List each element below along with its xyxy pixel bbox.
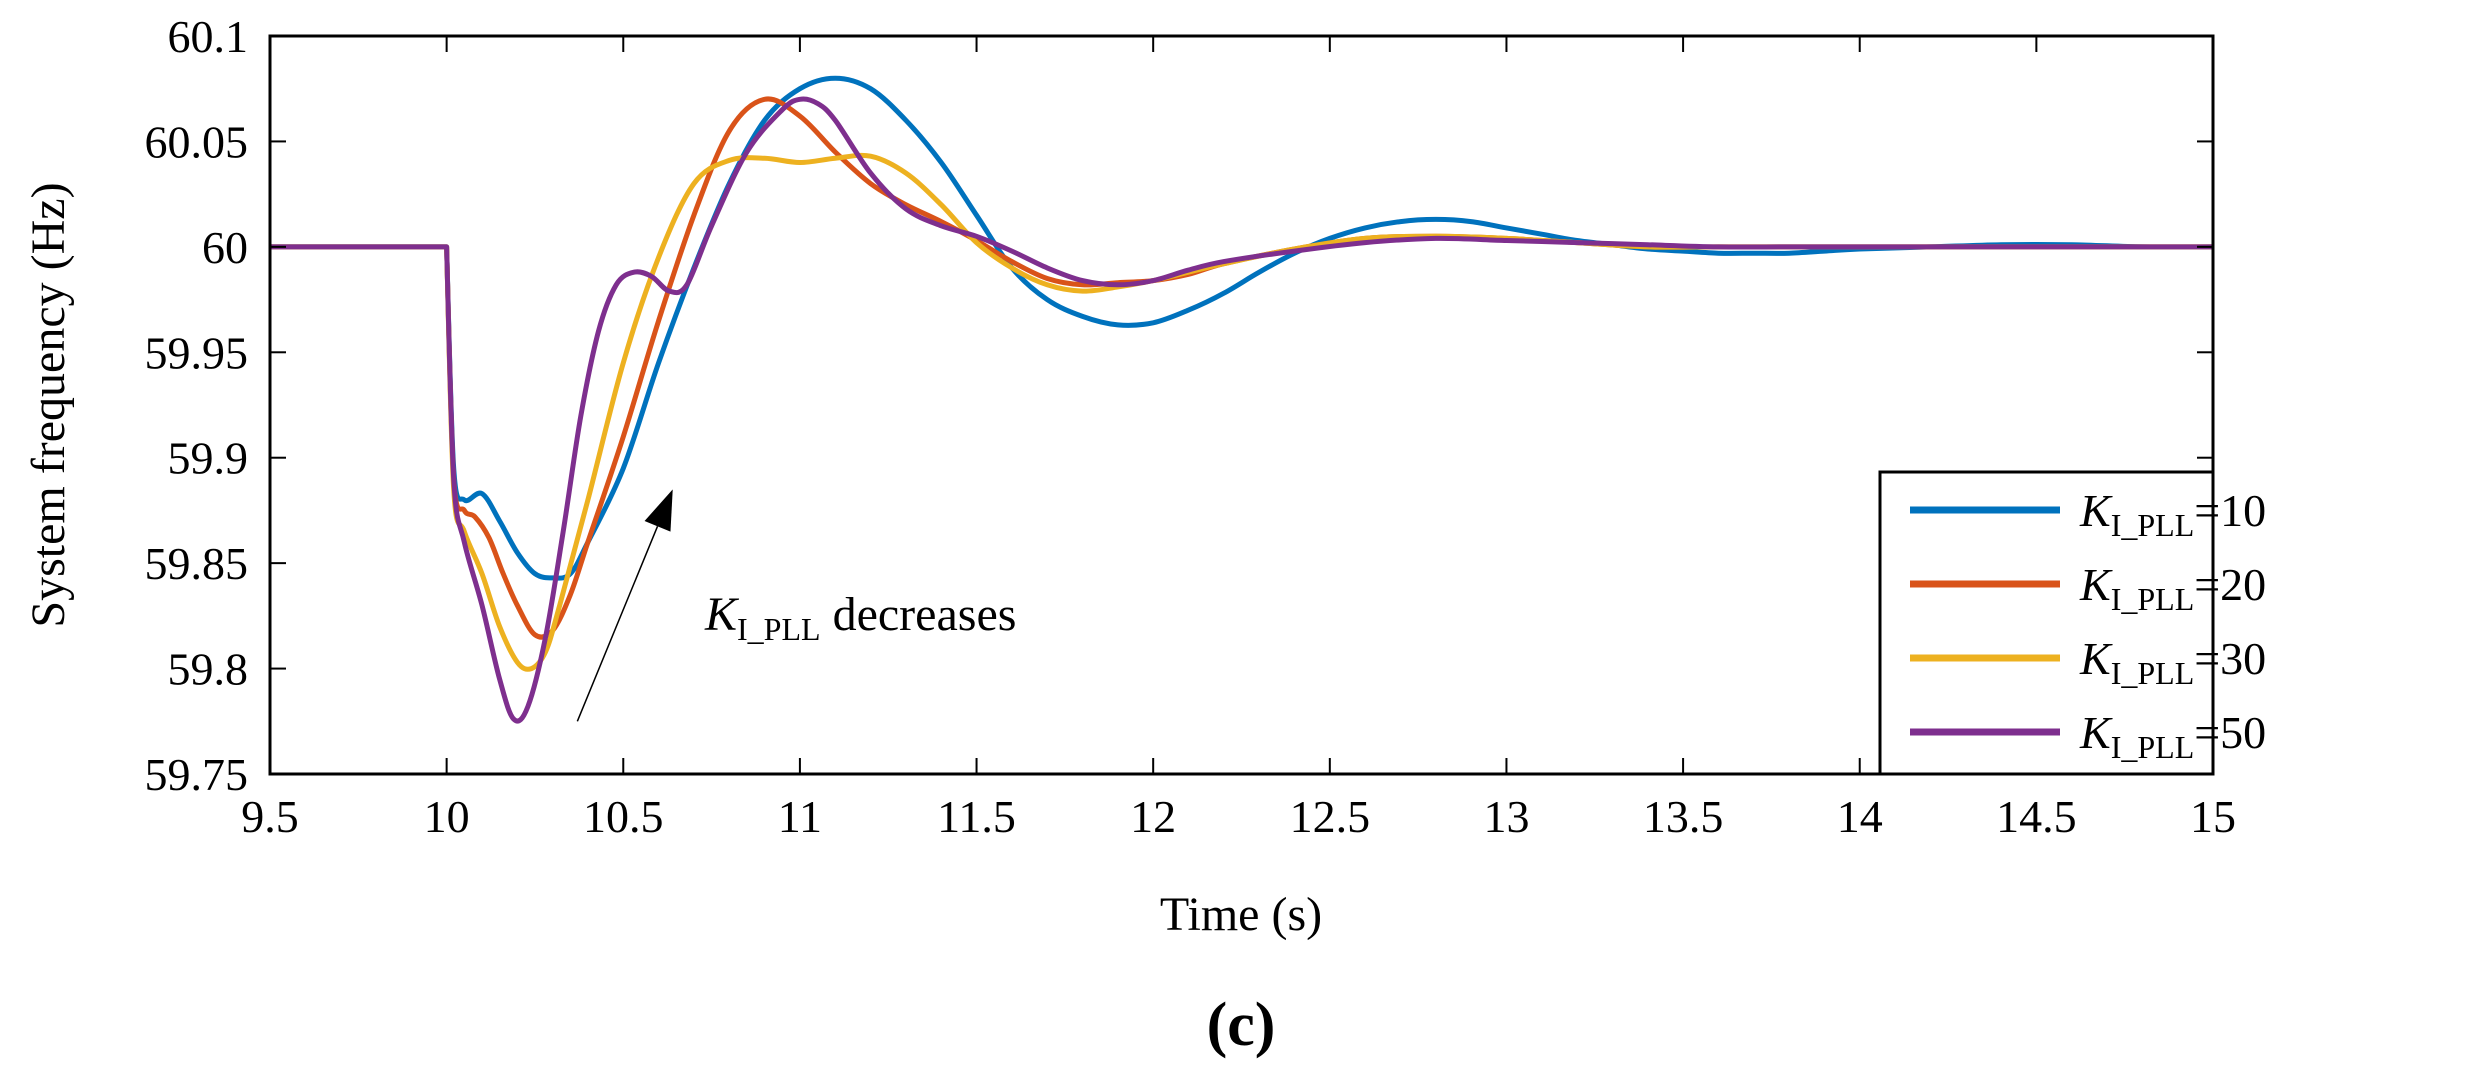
- x-tick-label: 9.5: [241, 791, 299, 842]
- x-tick-label: 14.5: [1996, 791, 2077, 842]
- legend-label-2: KI_PLL=20: [2079, 559, 2266, 617]
- legend-k: K: [2079, 633, 2113, 684]
- legend-label-3: KI_PLL=30: [2079, 633, 2266, 691]
- legend-sub: I_PLL: [2111, 729, 2195, 765]
- y-tick-label: 59.8: [168, 644, 249, 695]
- y-tick-label: 60.1: [168, 11, 249, 62]
- x-tick-label: 15: [2190, 791, 2236, 842]
- legend-tail: =10: [2194, 485, 2266, 536]
- x-tick-label: 13.5: [1643, 791, 1724, 842]
- legend-box: [1878, 470, 2215, 776]
- y-axis-title: System frequency (Hz): [22, 182, 75, 627]
- y-tick-label: 60: [202, 222, 248, 273]
- annotation-arrow-line: [576, 526, 659, 722]
- legend-sub: I_PLL: [2111, 581, 2195, 617]
- x-tick-label: 13: [1483, 791, 1529, 842]
- x-tick-label: 11.5: [937, 791, 1016, 842]
- y-tick-label: 60.05: [145, 116, 249, 167]
- y-tick-label: 59.85: [145, 538, 249, 589]
- x-tick-label: 10.5: [583, 791, 664, 842]
- legend-tail: =50: [2194, 707, 2266, 758]
- legend-tail: =20: [2194, 559, 2266, 610]
- legend-tail: =30: [2194, 633, 2266, 684]
- series-layer: [270, 75, 2213, 724]
- y-tick-label: 59.9: [168, 433, 249, 484]
- legend-k: K: [2079, 559, 2113, 610]
- x-tick-label: 14: [1837, 791, 1883, 842]
- x-tick-label: 12.5: [1290, 791, 1371, 842]
- annotation-decreases: KI_PLL decreases: [576, 489, 1016, 722]
- annotation-tail: decreases: [821, 588, 1017, 641]
- legend-label-1: KI_PLL=10: [2079, 485, 2266, 543]
- plot-frame: [268, 34, 2215, 776]
- y-tick-label: 59.95: [145, 327, 249, 378]
- panel-label: (c): [1207, 991, 1276, 1059]
- annotation-k: K: [704, 588, 740, 641]
- x-tick-label: 10: [424, 791, 470, 842]
- x-axis-ticks: 9.5 10 10.5 11 11.5 12 12.5 13 13.5 14 14.5 15: [241, 36, 2236, 842]
- y-tick-label: 59.75: [145, 749, 249, 800]
- x-tick-label: 12: [1130, 791, 1176, 842]
- y-axis-ticks: 59.75 59.8 59.85 59.9 59.95 60 60.05 60.1: [145, 11, 2213, 800]
- x-tick-label: 11: [778, 791, 822, 842]
- legend-label-4: KI_PLL=50: [2079, 707, 2266, 765]
- annotation-sub: I_PLL: [737, 611, 821, 647]
- annotation-text: KI_PLL decreases: [704, 588, 1016, 647]
- x-axis-title: Time (s): [1160, 888, 1322, 941]
- series-line-4: [270, 96, 2213, 724]
- legend-k: K: [2079, 485, 2113, 536]
- annotation-arrow-head: [644, 489, 673, 532]
- legend-sub: I_PLL: [2111, 507, 2195, 543]
- legend-sub: I_PLL: [2111, 655, 2195, 691]
- legend-k: K: [2079, 707, 2113, 758]
